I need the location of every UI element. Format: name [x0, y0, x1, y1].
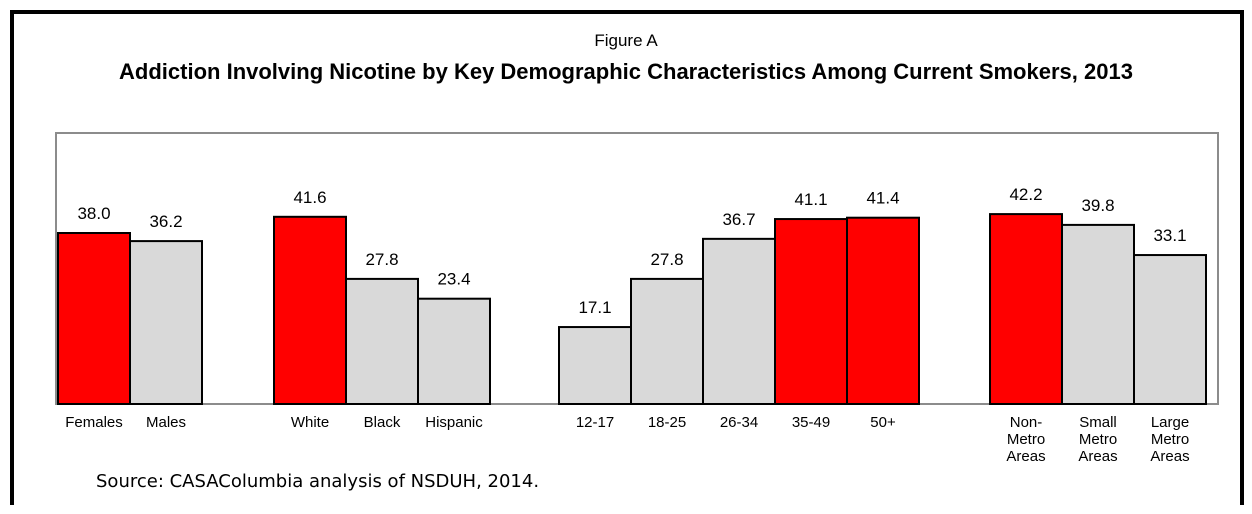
bar-black [345, 277, 419, 405]
bars-layer [57, 213, 1207, 406]
source-note: Source: CASAColumbia analysis of NSDUH, … [96, 471, 540, 492]
bar-18-25 [630, 277, 704, 405]
bar-females [57, 232, 131, 405]
value-label-18-25: 27.8 [650, 250, 683, 269]
category-label-females: Females [65, 414, 123, 431]
value-label-females: 38.0 [77, 204, 110, 223]
category-label-hispanic: Hispanic [425, 414, 483, 431]
category-label-non-metro-areas: Non-Metro Areas [1006, 414, 1045, 465]
chart-title: Addiction Involving Nicotine by Key Demo… [119, 59, 1133, 84]
category-label-large-metro-areas: Large Metro Areas [1150, 414, 1189, 465]
category-label-males: Males [146, 414, 186, 431]
value-label-non-metro-areas: 42.2 [1009, 185, 1042, 204]
category-label-50: 50+ [870, 414, 896, 431]
value-label-white: 41.6 [293, 188, 326, 207]
bar-males [129, 240, 203, 405]
value-labels-layer: 38.0 36.2 41.6 27.8 23.4 17.1 27.8 36.7 41.1 41.4… [77, 185, 1186, 317]
category-label-black: Black [364, 414, 401, 431]
category-label-12-17: 12-17 [576, 414, 614, 431]
category-label-26-34: 26-34 [720, 414, 758, 431]
value-label-26-34: 36.7 [722, 210, 755, 229]
value-label-males: 36.2 [149, 212, 182, 231]
value-label-black: 27.8 [365, 250, 398, 269]
category-label-35-49: 35-49 [792, 414, 830, 431]
bar-non-metro-areas [989, 213, 1063, 405]
bar-hispanic [417, 297, 491, 406]
value-label-12-17: 17.1 [578, 298, 611, 317]
bar-large-metro-areas [1133, 254, 1207, 405]
bar-26-34 [702, 237, 776, 405]
category-label-18-25: 18-25 [648, 414, 686, 431]
bar-small-metro-areas [1061, 223, 1135, 405]
bar-white [273, 215, 347, 405]
category-labels-layer: Females Males White Black Hispanic 12-17 18-25… [65, 414, 1189, 465]
figure-label: Figure A [594, 31, 658, 50]
bar-35-49 [774, 218, 848, 405]
category-label-small-metro-areas: Small Metro Areas [1078, 414, 1117, 465]
value-label-small-metro-areas: 39.8 [1081, 196, 1114, 215]
value-label-hispanic: 23.4 [437, 270, 470, 289]
value-label-35-49: 41.1 [794, 190, 827, 209]
value-label-50: 41.4 [866, 189, 899, 208]
bar-50 [846, 216, 920, 405]
category-label-white: White [291, 414, 329, 431]
bar-12-17 [558, 326, 632, 405]
value-label-large-metro-areas: 33.1 [1153, 226, 1186, 245]
